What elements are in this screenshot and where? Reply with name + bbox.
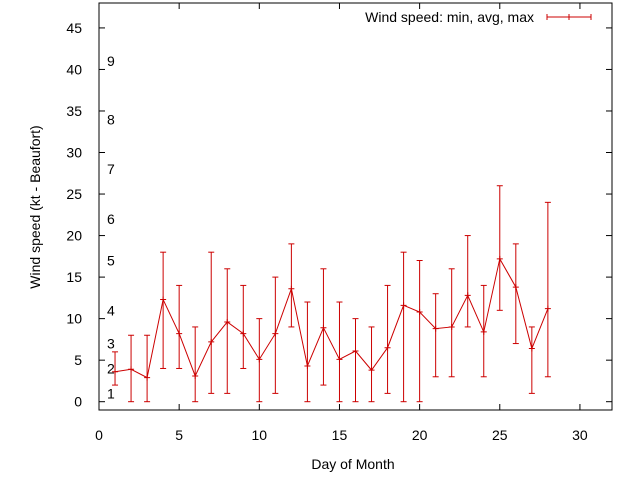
x-tick-label: 25 bbox=[492, 427, 508, 443]
beaufort-label: 7 bbox=[107, 161, 115, 177]
error-bar bbox=[464, 235, 471, 328]
avg-point bbox=[144, 374, 151, 381]
x-tick-label: 20 bbox=[412, 427, 428, 443]
beaufort-label: 2 bbox=[107, 360, 115, 376]
error-bar bbox=[160, 251, 167, 369]
error-bar bbox=[544, 201, 551, 378]
x-tick-label: 10 bbox=[252, 427, 268, 443]
error-bar bbox=[304, 301, 311, 403]
beaufort-label: 3 bbox=[107, 336, 115, 352]
avg-point bbox=[240, 330, 247, 337]
avg-point bbox=[224, 318, 231, 325]
avg-point bbox=[400, 302, 407, 309]
beaufort-label: 6 bbox=[107, 211, 115, 227]
avg-point bbox=[416, 308, 423, 315]
error-bar bbox=[528, 326, 535, 394]
avg-point bbox=[160, 296, 167, 303]
beaufort-label: 9 bbox=[107, 53, 115, 69]
error-bar bbox=[112, 351, 119, 386]
series-group bbox=[112, 185, 551, 403]
beaufort-label: 5 bbox=[107, 252, 115, 268]
avg-point bbox=[496, 255, 503, 262]
avg-point bbox=[512, 284, 519, 291]
y-tick-label: 10 bbox=[66, 311, 82, 327]
error-bar bbox=[208, 251, 215, 394]
avg-point bbox=[528, 345, 535, 352]
error-bar bbox=[496, 185, 503, 311]
y-tick-label: 0 bbox=[74, 394, 82, 410]
x-tick-label: 15 bbox=[332, 427, 348, 443]
beaufort-label: 4 bbox=[107, 302, 115, 318]
avg-point bbox=[384, 344, 391, 351]
avg-point bbox=[192, 372, 199, 379]
beaufort-label: 1 bbox=[107, 385, 115, 401]
legend: Wind speed: min, avg, max bbox=[365, 9, 592, 25]
avg-point bbox=[256, 356, 263, 363]
avg-point bbox=[320, 324, 327, 331]
error-bar bbox=[144, 334, 151, 403]
avg-line bbox=[114, 257, 549, 379]
avg-point bbox=[128, 366, 135, 373]
y-tick-label: 45 bbox=[66, 20, 82, 36]
error-bar bbox=[448, 268, 455, 378]
y-tick-label: 5 bbox=[74, 352, 82, 368]
error-bar bbox=[512, 243, 519, 345]
error-bar bbox=[192, 326, 199, 403]
legend-label: Wind speed: min, avg, max bbox=[365, 9, 534, 25]
y-tick-label: 25 bbox=[66, 186, 82, 202]
avg-point bbox=[352, 348, 359, 355]
avg-point bbox=[368, 367, 375, 374]
error-bar bbox=[416, 259, 423, 403]
y-axis-label: Wind speed (kt - Beaufort) bbox=[27, 125, 43, 288]
beaufort-label: 8 bbox=[107, 111, 115, 127]
plot-frame bbox=[98, 2, 613, 411]
error-bar bbox=[224, 268, 231, 394]
y-tick-label: 20 bbox=[66, 228, 82, 244]
avg-point bbox=[464, 292, 471, 299]
x-tick-label: 0 bbox=[95, 427, 103, 443]
avg-point bbox=[544, 305, 551, 312]
avg-point bbox=[112, 368, 119, 375]
avg-point bbox=[272, 330, 279, 337]
avg-point bbox=[336, 356, 343, 363]
avg-point bbox=[432, 325, 439, 332]
x-tick-label: 5 bbox=[175, 427, 183, 443]
avg-point bbox=[480, 328, 487, 335]
error-bar bbox=[400, 251, 407, 403]
beaufort-scale: 1 2 3 4 5 6 7 8 9 bbox=[107, 53, 115, 401]
error-bar bbox=[352, 318, 359, 403]
y-tick-label: 15 bbox=[66, 269, 82, 285]
avg-point bbox=[304, 362, 311, 369]
y-tick-label: 40 bbox=[66, 61, 82, 77]
y-tick-label: 35 bbox=[66, 103, 82, 119]
y-tick-label: 30 bbox=[66, 145, 82, 161]
error-bar bbox=[432, 293, 439, 378]
error-bar bbox=[288, 243, 295, 328]
error-bar bbox=[240, 284, 247, 369]
avg-point bbox=[448, 323, 455, 330]
error-bar bbox=[176, 284, 183, 369]
avg-point bbox=[288, 285, 295, 292]
avg-point bbox=[176, 330, 183, 337]
error-bar bbox=[336, 301, 343, 403]
x-tick-label: 30 bbox=[572, 427, 588, 443]
x-axis-label: Day of Month bbox=[311, 456, 394, 472]
error-bar bbox=[384, 284, 391, 394]
error-bar bbox=[368, 326, 375, 403]
avg-point bbox=[208, 338, 215, 345]
